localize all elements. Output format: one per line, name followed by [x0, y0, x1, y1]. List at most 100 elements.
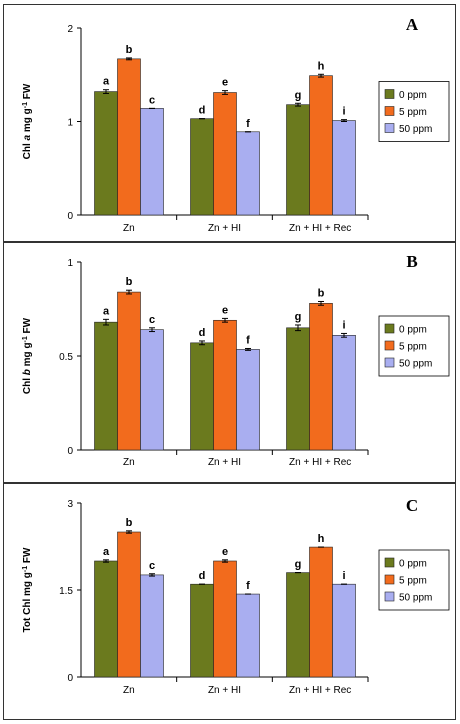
legend-label: 50 ppm [399, 593, 432, 604]
significance-letter: e [222, 304, 228, 316]
significance-letter: e [222, 77, 228, 89]
legend-label: 50 ppm [399, 359, 432, 370]
legend-label: 5 ppm [399, 107, 427, 118]
legend-label: 5 ppm [399, 576, 427, 587]
bar [94, 560, 118, 678]
bar [236, 131, 260, 216]
bar [190, 583, 214, 678]
significance-letter: i [342, 319, 345, 331]
chart-panel-a: 0 1 2 Zn Zn + HI Zn + HI + Rec a b c d e f g h i Chl a … [3, 4, 456, 242]
significance-letter: c [149, 560, 155, 572]
x-category-label: Zn + HI + Rec [289, 457, 351, 468]
significance-letter: f [246, 118, 250, 130]
bar [309, 546, 333, 678]
bar [213, 560, 237, 678]
y-tick-label: 0.5 [59, 352, 73, 363]
significance-letter: g [295, 559, 302, 571]
chart-panel-c: 0 1.5 3 Zn Zn + HI Zn + HI + Rec a b c d e f g h i Tot … [3, 483, 456, 720]
x-category-label: Zn [123, 457, 135, 468]
significance-letter: a [103, 76, 110, 88]
x-category-label: Zn [123, 685, 135, 696]
bar [236, 349, 260, 451]
bar [309, 75, 333, 216]
significance-letter: g [295, 89, 302, 101]
significance-letter: f [246, 334, 250, 346]
legend-label: 5 ppm [399, 342, 427, 353]
panel-letter: C [406, 496, 418, 515]
bar [332, 120, 356, 216]
y-tick-label: 0 [67, 673, 73, 684]
x-category-label: Zn + HI [208, 457, 241, 468]
legend-label: 50 ppm [399, 124, 432, 135]
significance-letter: a [103, 546, 110, 558]
legend-swatch [384, 357, 395, 368]
significance-letter: a [103, 305, 110, 317]
significance-letter: b [126, 517, 133, 529]
bar [213, 319, 237, 451]
significance-letter: d [199, 327, 206, 339]
legend-label: 0 ppm [399, 325, 427, 336]
significance-letter: b [126, 44, 133, 56]
y-tick-label: 2 [67, 24, 73, 35]
bar [286, 104, 310, 216]
significance-letter: b [126, 276, 133, 288]
significance-letter: h [318, 533, 325, 545]
x-category-label: Zn + HI [208, 223, 241, 234]
significance-letter: f [246, 580, 250, 592]
legend-swatch [384, 574, 395, 585]
bar [117, 58, 141, 216]
y-axis-label: Chl a mg g-1 FW [22, 83, 34, 159]
bar [332, 335, 356, 451]
x-category-label: Zn + HI [208, 685, 241, 696]
bar [117, 531, 141, 678]
x-category-label: Zn + HI + Rec [289, 223, 351, 234]
significance-letter: c [149, 94, 155, 106]
legend-swatch [384, 591, 395, 602]
legend-swatch [384, 340, 395, 351]
significance-letter: h [318, 60, 325, 72]
legend-swatch [384, 323, 395, 334]
significance-letter: e [222, 546, 228, 558]
bar [94, 321, 118, 451]
bar [190, 118, 214, 216]
bar [140, 108, 164, 216]
significance-letter: i [342, 106, 345, 118]
y-tick-label: 1.5 [59, 586, 73, 597]
significance-letter: i [342, 570, 345, 582]
y-tick-label: 1 [67, 258, 73, 269]
bar [190, 342, 214, 451]
bar [236, 593, 260, 678]
panel-letter: B [406, 252, 417, 271]
x-category-label: Zn [123, 223, 135, 234]
y-axis-label: Tot Chl mg g-1 FW [22, 547, 34, 632]
chart-c-svg: 0 1.5 3 Zn Zn + HI Zn + HI + Rec a b c d e f g h i Tot … [22, 496, 450, 696]
bar [286, 327, 310, 451]
legend-label: 0 ppm [399, 90, 427, 101]
bar [94, 91, 118, 216]
y-tick-label: 3 [67, 499, 73, 510]
significance-letter: b [318, 287, 325, 299]
y-tick-label: 0 [67, 211, 73, 222]
bar [117, 291, 141, 451]
chart-b-svg: 0 0.5 1 Zn Zn + HI Zn + HI + Rec a b c d e f g b i Chl … [22, 252, 450, 468]
bar [213, 92, 237, 216]
y-axis-label: Chl b mg g-1 FW [22, 317, 34, 394]
bar [140, 574, 164, 678]
legend-label: 0 ppm [399, 559, 427, 570]
bar [332, 583, 356, 678]
bar [286, 572, 310, 678]
y-tick-label: 1 [67, 118, 73, 129]
legend-swatch [384, 557, 395, 568]
legend-swatch [384, 89, 395, 99]
y-tick-label: 0 [67, 446, 73, 457]
legend-swatch [384, 123, 395, 133]
bar [309, 303, 333, 451]
panel-letter: A [406, 15, 419, 34]
significance-letter: c [149, 314, 155, 326]
chart-a-svg: 0 1 2 Zn Zn + HI Zn + HI + Rec a b c d e f g h i Chl a … [22, 15, 450, 234]
significance-letter: d [199, 570, 206, 582]
legend-swatch [384, 106, 395, 116]
x-category-label: Zn + HI + Rec [289, 685, 351, 696]
chart-panel-b: 0 0.5 1 Zn Zn + HI Zn + HI + Rec a b c d e f g b i Chl … [3, 242, 456, 483]
bar [140, 329, 164, 451]
